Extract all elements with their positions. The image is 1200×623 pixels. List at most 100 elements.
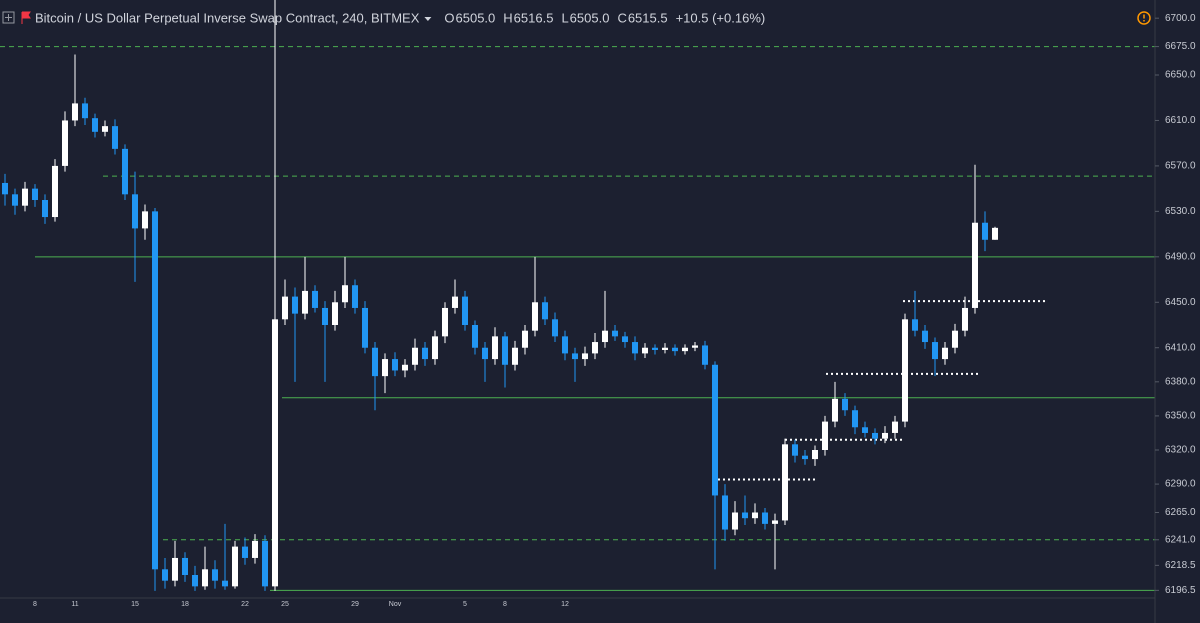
y-tick-label: 6570.0: [1165, 161, 1196, 172]
candle-body: [82, 103, 88, 119]
x-tick-label: 18: [181, 601, 189, 608]
plot-area: [0, 0, 1155, 591]
candle-body: [722, 495, 728, 530]
x-tick-label: 8: [503, 601, 507, 608]
y-tick-label: 6490.0: [1165, 251, 1196, 262]
candle-body: [462, 296, 468, 325]
y-tick-label: 6700.0: [1165, 13, 1196, 24]
alert-icon[interactable]: [1137, 11, 1151, 25]
candle-body: [702, 345, 708, 365]
y-tick-label: 6241.0: [1165, 534, 1196, 545]
symbol-title[interactable]: Bitcoin / US Dollar Perpetual Inverse Sw…: [35, 10, 420, 25]
x-tick-label: 22: [241, 601, 249, 608]
candle-body: [602, 330, 608, 343]
candle-body: [732, 512, 738, 530]
candle-body: [982, 222, 988, 240]
y-tick-label: 6265.0: [1165, 507, 1196, 518]
candle-body: [642, 347, 648, 354]
flag-icon[interactable]: [21, 11, 31, 24]
candle-body: [322, 307, 328, 325]
x-tick-label: 11: [71, 601, 78, 608]
candle-body: [792, 444, 798, 456]
candle-body: [802, 455, 808, 460]
y-tick-label: 6320.0: [1165, 445, 1196, 456]
candle-body: [152, 211, 158, 570]
candle-body: [112, 126, 118, 149]
header: Bitcoin / US Dollar Perpetual Inverse Sw…: [2, 10, 1151, 25]
dropdown-caret[interactable]: [424, 17, 432, 21]
y-tick-label: 6350.0: [1165, 411, 1196, 422]
candle-body: [122, 148, 128, 195]
candle-body: [392, 359, 398, 371]
candle-body: [402, 364, 408, 371]
candle-body: [42, 200, 48, 218]
candle-body: [192, 575, 198, 587]
candle-body: [622, 336, 628, 343]
ohlc-key: H: [503, 10, 512, 25]
ohlc-key: C: [617, 10, 626, 25]
candle-body: [812, 450, 818, 460]
candle-body: [932, 342, 938, 360]
candle-body: [692, 345, 698, 348]
candle-body: [232, 546, 238, 587]
change-value: +10.5 (+0.16%): [676, 10, 766, 25]
candle-body: [992, 227, 998, 240]
candle-body: [172, 557, 178, 581]
y-tick-label: 6610.0: [1165, 115, 1196, 126]
y-tick-label: 6650.0: [1165, 70, 1196, 81]
candle-body: [472, 325, 478, 348]
candle-body: [652, 347, 658, 350]
candle-body: [332, 302, 338, 325]
candle-body: [142, 211, 148, 229]
candle-body: [862, 427, 868, 433]
candle-body: [262, 540, 268, 587]
toggle-icon[interactable]: [2, 11, 15, 24]
candle-body: [612, 330, 618, 337]
candle-body: [522, 330, 528, 348]
candle-body: [302, 290, 308, 314]
y-tick-label: 6380.0: [1165, 376, 1196, 387]
candle-body: [132, 194, 138, 229]
candle-body: [562, 336, 568, 354]
candle-body: [672, 347, 678, 352]
candle-body: [572, 353, 578, 360]
candle-body: [162, 569, 168, 581]
ohlc-value: 6505.0: [570, 10, 610, 25]
candle-body: [372, 347, 378, 377]
ohlc-key: O: [444, 10, 454, 25]
candle-body: [202, 569, 208, 587]
candle-body: [872, 432, 878, 439]
candle-body: [342, 285, 348, 303]
candle-body: [2, 182, 8, 195]
candle-body: [62, 120, 68, 166]
candle-body: [782, 444, 788, 521]
candle-body: [712, 364, 718, 496]
candle-body: [482, 347, 488, 360]
candle-body: [822, 421, 828, 450]
candle-body: [252, 540, 258, 558]
candle-body: [922, 330, 928, 343]
candle-body: [452, 296, 458, 308]
candle-body: [422, 347, 428, 360]
candle-body: [662, 347, 668, 350]
x-tick-label: 29: [351, 601, 359, 608]
candle-body: [432, 336, 438, 360]
candle-body: [632, 342, 638, 354]
candle-body: [242, 546, 248, 558]
candle-body: [502, 336, 508, 365]
candle-body: [292, 296, 298, 314]
y-tick-label: 6196.5: [1165, 585, 1196, 596]
candle-body: [442, 307, 448, 337]
candle-body: [352, 285, 358, 308]
candle-body: [272, 319, 278, 587]
candle-body: [592, 342, 598, 354]
ohlc-key: L: [561, 10, 568, 25]
candle-body: [542, 302, 548, 320]
candle-body: [752, 512, 758, 519]
x-tick-label: 25: [281, 601, 289, 608]
candle-body: [952, 330, 958, 348]
candle-body: [102, 126, 108, 132]
y-tick-label: 6410.0: [1165, 342, 1196, 353]
